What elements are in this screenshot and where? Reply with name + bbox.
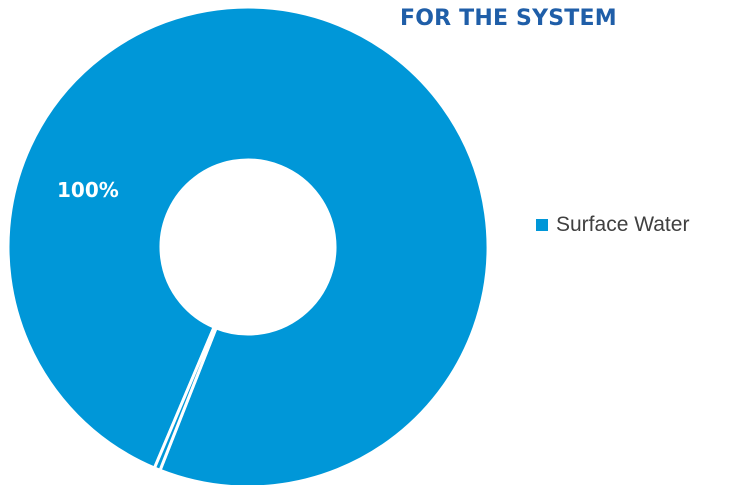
legend-label: Surface Water bbox=[556, 213, 690, 236]
data-label: 100% bbox=[57, 178, 119, 202]
donut-slices bbox=[6, 5, 490, 485]
donut-slice bbox=[152, 325, 219, 473]
chart-title: FOR THE SYSTEM bbox=[400, 6, 617, 31]
donut-slice bbox=[6, 5, 490, 485]
legend-swatch bbox=[536, 219, 548, 231]
legend: Surface Water bbox=[536, 213, 689, 237]
